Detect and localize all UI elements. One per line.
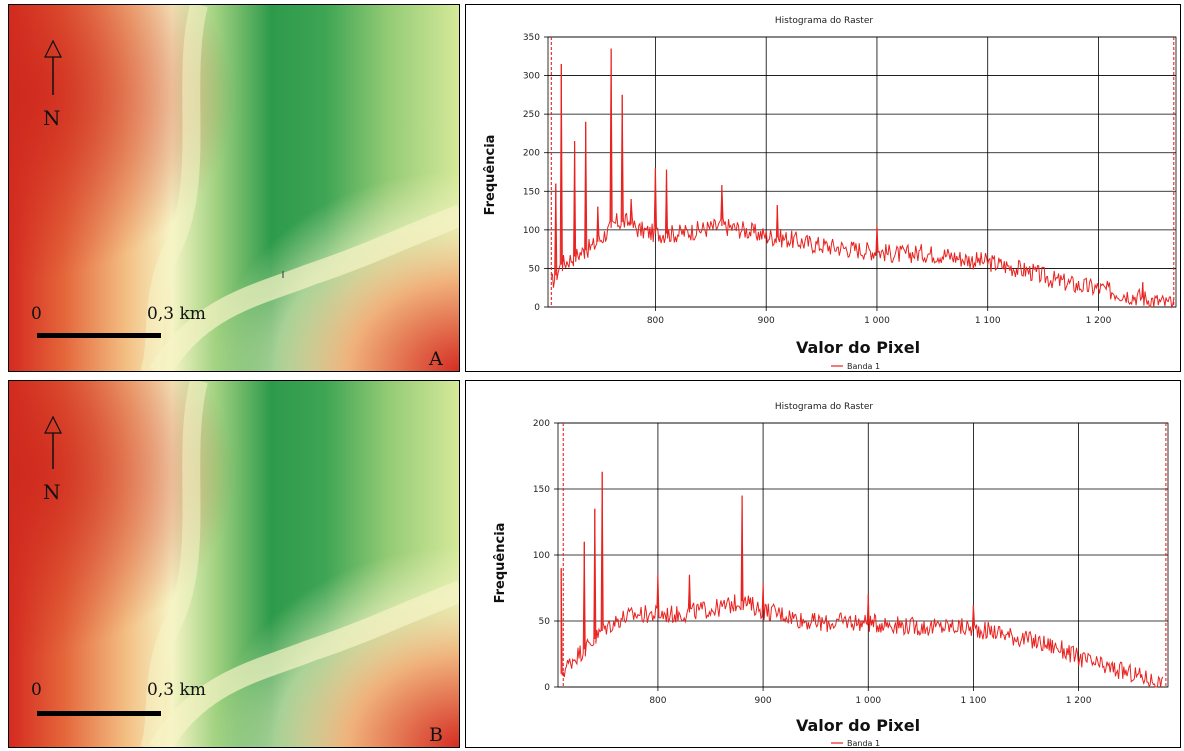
dem-map-a: N 0 0,3 km A (8, 4, 460, 372)
y-tick-label: 200 (533, 419, 550, 429)
legend: Banda 1 (831, 362, 880, 371)
y-tick-label: 150 (523, 187, 540, 197)
legend: Banda 1 (831, 739, 880, 748)
y-tick-label: 100 (533, 551, 550, 561)
y-tick-label: 250 (523, 110, 540, 120)
scale-start-label: 0 (31, 680, 42, 700)
chart-title: Histograma do Raster (775, 402, 873, 412)
x-tick-label: 1 200 (1066, 696, 1092, 706)
north-label: N (43, 480, 61, 504)
x-tick-label: 1 100 (975, 316, 1001, 326)
x-tick-label: 800 (647, 316, 664, 326)
y-tick-label: 0 (544, 683, 550, 693)
plot-area (547, 36, 1177, 308)
x-tick-label: 1 200 (1086, 316, 1112, 326)
dem-map-a-svg: N 0 0,3 km A (9, 5, 459, 371)
scale-end-label: 0,3 km (147, 680, 206, 700)
x-tick-label: 1 000 (864, 316, 890, 326)
histogram-b-svg: Histograma do Raster 0 50 100 150 200 800 900 1… (493, 402, 1169, 748)
legend-label: Banda 1 (847, 739, 880, 748)
north-arrow: N (43, 415, 62, 504)
x-tick-label: 1 000 (855, 696, 881, 706)
y-tick-label: 0 (534, 303, 540, 313)
histogram-a-svg: Histograma do Raster 0 50 100 150 200 250 300 3… (483, 16, 1177, 371)
x-tick-label: 900 (758, 316, 775, 326)
scale-bar: 0 0,3 km (31, 304, 206, 338)
panel-label-b: B (429, 724, 443, 746)
histogram-a: Histograma do Raster 0 50 100 150 200 250 300 3… (465, 4, 1181, 372)
y-tick-label: 200 (523, 149, 540, 159)
x-tick-label: 800 (649, 696, 666, 706)
x-axis-label: Valor do Pixel (796, 338, 920, 357)
north-label: N (43, 106, 61, 130)
legend-label: Banda 1 (847, 362, 880, 371)
chart-title: Histograma do Raster (775, 16, 873, 26)
scale-start-label: 0 (31, 304, 42, 324)
x-axis-label: Valor do Pixel (796, 716, 920, 735)
y-axis-label: Frequência (493, 523, 508, 604)
x-tick-label: 900 (754, 696, 771, 706)
y-tick-label: 50 (539, 617, 551, 627)
y-tick-label: 300 (523, 72, 540, 82)
north-arrow: N (43, 39, 62, 130)
panel-label-a: A (428, 348, 443, 370)
dem-map-b: N 0 0,3 km B (8, 380, 460, 748)
y-tick-label: 50 (529, 264, 541, 274)
y-tick-label: 150 (533, 485, 550, 495)
dem-map-b-svg: N 0 0,3 km B (9, 381, 459, 747)
scale-bar: 0 0,3 km (31, 680, 206, 716)
y-tick-label: 350 (523, 33, 540, 43)
histogram-b: Histograma do Raster 0 50 100 150 200 800 900 1… (465, 380, 1181, 748)
x-tick-label: 1 100 (961, 696, 987, 706)
y-axis-label: Frequência (483, 135, 498, 216)
y-tick-label: 100 (523, 226, 540, 236)
scale-end-label: 0,3 km (147, 304, 206, 324)
series-banda-1-line (560, 471, 1164, 688)
